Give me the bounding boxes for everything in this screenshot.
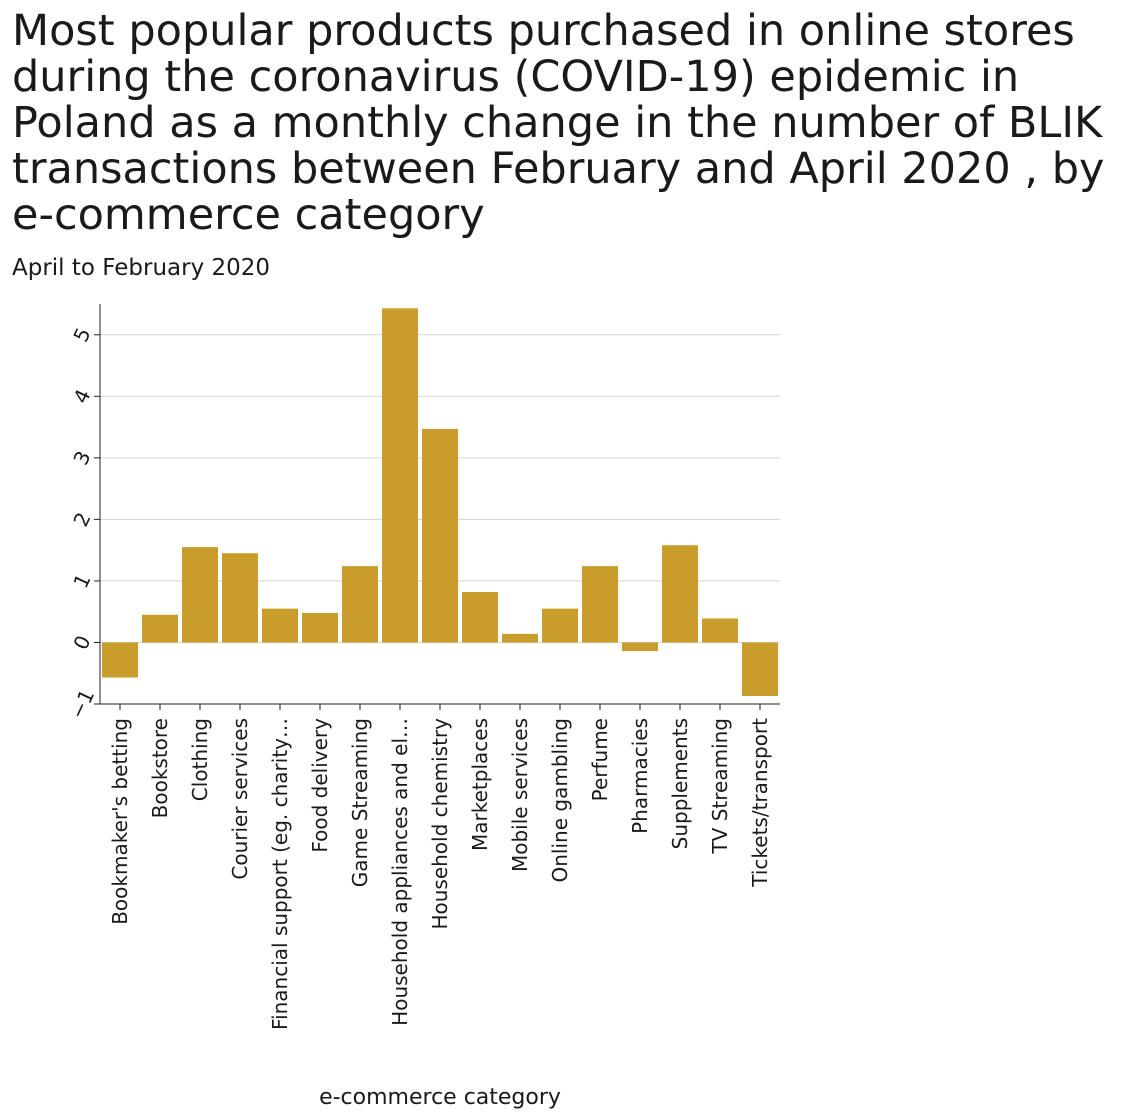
y-tick-label: 5 [68,324,95,346]
x-tick-label: Courier services [228,718,252,880]
bar [302,612,338,643]
bar [342,566,378,643]
bar [462,592,498,643]
x-tick-label: Household appliances and el… [388,718,412,1026]
bar [622,642,658,652]
bar [262,608,298,643]
bar [542,608,578,643]
x-tick-label: Game Streaming [348,718,372,887]
bar [222,553,258,643]
y-tick-label: 3 [68,447,95,469]
y-tick-label: 4 [68,385,95,407]
bar [502,633,538,643]
x-tick-label: Household chemistry [428,718,452,930]
x-ticks: Bookmaker's betting Bookstore Clothing Cour… [108,704,772,1030]
x-tick-label: Marketplaces [468,718,492,851]
x-tick-label: Online gambling [548,718,572,882]
bar [142,614,178,643]
bar [582,566,618,643]
x-tick-label: Clothing [188,718,212,801]
x-tick-label: Supplements [668,718,692,849]
chart-title: Most popular products purchased in onlin… [12,6,1105,240]
x-tick-label: Mobile services [508,718,532,872]
chart-subtitle: April to February 2020 [12,255,271,281]
x-tick-label: Tickets/transport [748,718,772,888]
x-tick-label: Financial support (eg. charity… [268,718,292,1030]
bar [102,642,138,678]
x-tick-label: Bookstore [148,718,172,818]
bar [742,642,778,696]
x-tick-label: TV Streaming [708,718,732,855]
bar [182,547,218,643]
x-tick-label: Food delivery [308,718,332,853]
bar [382,308,418,643]
bar [422,428,458,643]
y-ticks: −1 0 1 2 3 4 5 [65,324,100,723]
x-tick-label: Pharmacies [628,718,652,834]
y-tick-label: 1 [68,570,95,592]
x-axis-label: e-commerce category [319,1085,561,1110]
bar [702,618,738,643]
x-tick-label: Bookmaker's betting [108,718,132,925]
y-tick-label: 2 [68,509,95,531]
x-tick-label: Perfume [588,718,612,801]
y-tick-label: 0 [68,632,95,654]
bar [662,545,698,643]
bars [102,308,778,696]
y-tick-label: −1 [65,686,99,723]
